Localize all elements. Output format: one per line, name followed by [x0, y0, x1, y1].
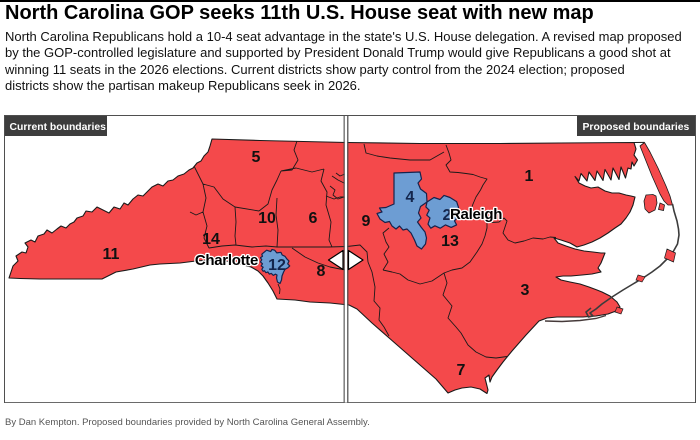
svg-text:10: 10 [258, 210, 276, 227]
svg-text:6: 6 [309, 210, 318, 227]
svg-text:Proposed boundaries: Proposed boundaries [583, 122, 690, 133]
svg-text:4: 4 [406, 189, 415, 206]
svg-text:Raleigh: Raleigh [450, 206, 502, 223]
svg-text:9: 9 [362, 213, 371, 230]
svg-text:Charlotte: Charlotte [195, 252, 258, 269]
svg-text:8: 8 [317, 263, 326, 280]
svg-text:2: 2 [443, 207, 452, 224]
svg-text:1: 1 [525, 168, 534, 185]
svg-text:Current boundaries: Current boundaries [10, 122, 107, 133]
svg-text:12: 12 [268, 257, 286, 274]
svg-text:7: 7 [457, 362, 466, 379]
svg-text:11: 11 [103, 246, 120, 263]
svg-text:14: 14 [202, 231, 220, 248]
svg-text:5: 5 [252, 149, 261, 166]
svg-text:3: 3 [521, 282, 530, 299]
svg-text:13: 13 [441, 233, 459, 250]
